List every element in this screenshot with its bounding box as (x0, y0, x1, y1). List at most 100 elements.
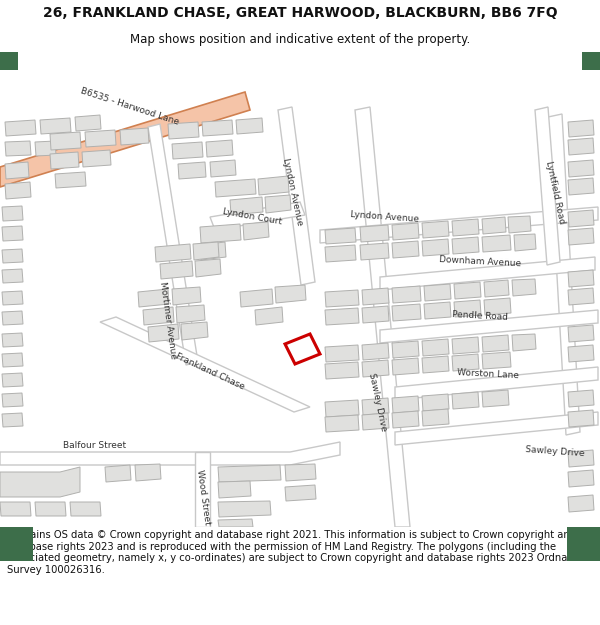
Polygon shape (452, 337, 479, 354)
Polygon shape (218, 519, 253, 527)
Polygon shape (195, 259, 221, 277)
Polygon shape (325, 362, 359, 379)
Polygon shape (5, 141, 31, 156)
Polygon shape (172, 287, 201, 305)
Text: Map shows position and indicative extent of the property.: Map shows position and indicative extent… (130, 32, 470, 46)
Polygon shape (452, 219, 479, 236)
Polygon shape (568, 160, 594, 177)
Polygon shape (178, 162, 206, 179)
Polygon shape (362, 306, 389, 323)
Polygon shape (568, 325, 594, 342)
Text: Lyndon Court: Lyndon Court (221, 208, 283, 227)
Polygon shape (325, 345, 359, 362)
Polygon shape (568, 390, 594, 407)
Polygon shape (422, 394, 449, 411)
Polygon shape (362, 413, 389, 430)
Polygon shape (424, 284, 451, 301)
Polygon shape (218, 481, 251, 498)
Polygon shape (2, 413, 23, 427)
Polygon shape (362, 288, 389, 305)
Text: Worston Lane: Worston Lane (457, 368, 519, 380)
Text: Wood Street: Wood Street (194, 469, 211, 525)
Polygon shape (148, 124, 198, 365)
Polygon shape (392, 304, 421, 321)
Polygon shape (452, 354, 479, 371)
Polygon shape (275, 285, 306, 303)
Polygon shape (2, 393, 23, 407)
Polygon shape (5, 182, 31, 199)
Polygon shape (240, 289, 273, 307)
Polygon shape (325, 400, 359, 417)
Polygon shape (360, 225, 389, 242)
Polygon shape (392, 341, 419, 358)
Polygon shape (452, 392, 479, 409)
Polygon shape (514, 234, 536, 251)
Polygon shape (0, 442, 340, 465)
Polygon shape (206, 140, 233, 157)
Polygon shape (568, 138, 594, 155)
Polygon shape (422, 356, 449, 373)
Polygon shape (0, 467, 80, 497)
Polygon shape (422, 239, 449, 256)
Polygon shape (2, 269, 23, 283)
Polygon shape (55, 172, 86, 188)
Polygon shape (230, 197, 263, 215)
Polygon shape (202, 120, 233, 136)
Polygon shape (484, 298, 511, 315)
Polygon shape (325, 228, 356, 244)
Polygon shape (143, 307, 174, 325)
Polygon shape (105, 465, 131, 482)
Polygon shape (200, 224, 241, 243)
Polygon shape (392, 411, 419, 428)
Polygon shape (454, 282, 481, 299)
Text: Downham Avenue: Downham Avenue (439, 256, 521, 269)
Polygon shape (482, 335, 509, 352)
Polygon shape (395, 412, 598, 445)
Polygon shape (360, 243, 389, 260)
Bar (567, 527, 600, 561)
Polygon shape (424, 302, 451, 319)
Polygon shape (325, 415, 359, 432)
Polygon shape (392, 358, 419, 375)
Polygon shape (380, 257, 595, 290)
Text: Lyndon Avenue: Lyndon Avenue (350, 210, 419, 224)
Polygon shape (568, 120, 594, 137)
Polygon shape (2, 226, 23, 241)
Polygon shape (243, 222, 269, 240)
Polygon shape (215, 179, 256, 197)
Polygon shape (2, 373, 23, 387)
Polygon shape (2, 291, 23, 305)
Polygon shape (482, 390, 509, 407)
Bar (0, 52, 18, 70)
Text: Lyndon Avenue: Lyndon Avenue (281, 158, 305, 227)
Polygon shape (258, 176, 289, 195)
Polygon shape (0, 92, 250, 187)
Text: Sawley Drive: Sawley Drive (367, 372, 389, 432)
Polygon shape (422, 221, 449, 238)
Polygon shape (325, 308, 359, 325)
Polygon shape (568, 178, 594, 195)
Polygon shape (422, 409, 449, 426)
Polygon shape (362, 343, 389, 360)
Polygon shape (392, 223, 419, 240)
Polygon shape (210, 202, 305, 230)
Polygon shape (454, 300, 481, 317)
Polygon shape (50, 132, 81, 150)
Polygon shape (392, 396, 419, 413)
Polygon shape (193, 242, 219, 260)
Polygon shape (160, 261, 193, 279)
Polygon shape (35, 141, 56, 156)
Polygon shape (568, 345, 594, 362)
Polygon shape (2, 333, 23, 347)
Polygon shape (568, 450, 594, 467)
Polygon shape (50, 152, 79, 169)
Polygon shape (355, 107, 410, 527)
Polygon shape (568, 270, 594, 287)
Polygon shape (2, 206, 23, 221)
Text: 26, FRANKLAND CHASE, GREAT HARWOOD, BLACKBURN, BB6 7FQ: 26, FRANKLAND CHASE, GREAT HARWOOD, BLAC… (43, 6, 557, 20)
Polygon shape (135, 464, 161, 481)
Polygon shape (75, 115, 101, 131)
Polygon shape (120, 128, 149, 145)
Polygon shape (2, 353, 23, 367)
Polygon shape (548, 114, 580, 435)
